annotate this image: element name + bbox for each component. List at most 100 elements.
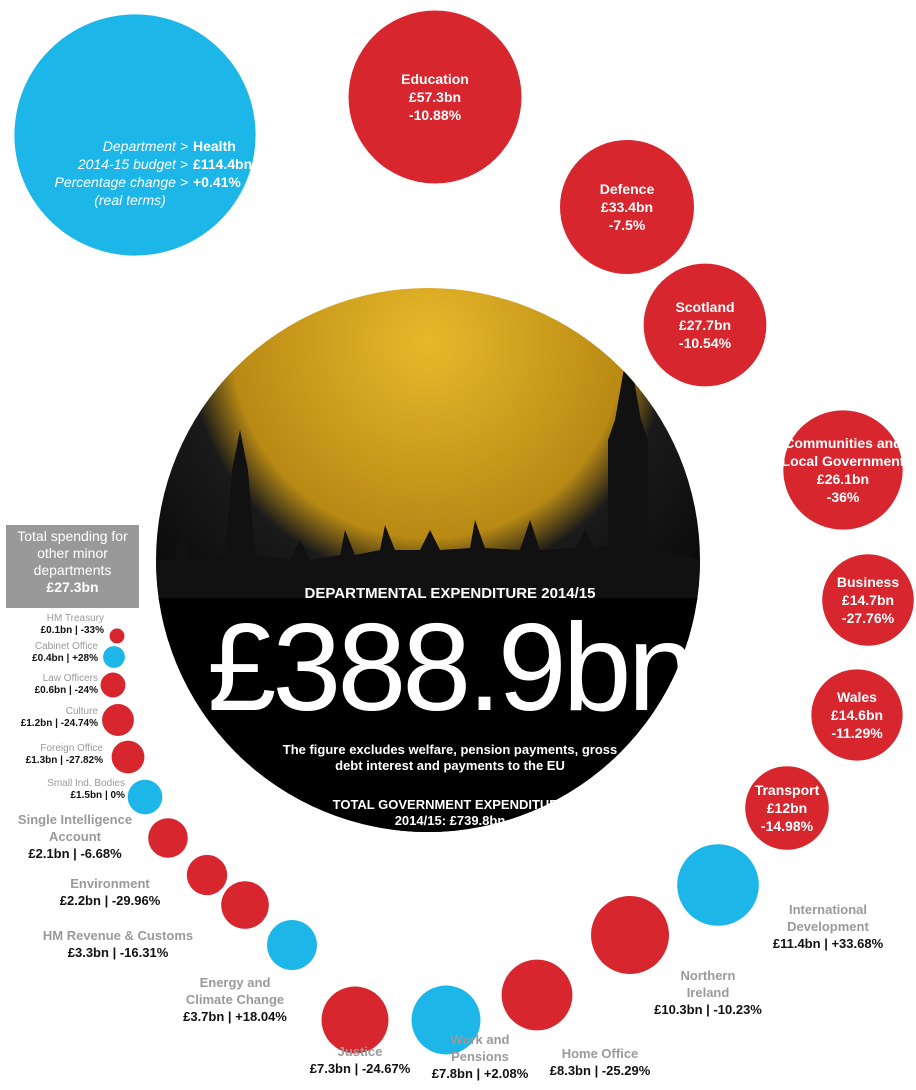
dept-budget: £1.2bn xyxy=(21,718,53,729)
dept-budget: £10.3bn xyxy=(654,1002,702,1017)
dept-name: Northern Ireland xyxy=(668,968,748,1002)
dept-values: £10.3bn | -10.23% xyxy=(558,1002,858,1019)
dept-change: -6.68% xyxy=(80,846,121,861)
dept-name: Scotland xyxy=(645,298,765,316)
dept-budget: £1.3bn xyxy=(26,755,58,766)
dept-values: £0.6bn | -24% xyxy=(0,685,98,697)
bubble xyxy=(128,780,163,815)
dept-change: -24.67% xyxy=(362,1061,410,1076)
dept-values: £11.4bn | +33.68% xyxy=(678,936,916,953)
dept-label: Culture£1.2bn | -24.74% xyxy=(0,706,98,730)
separator: | xyxy=(105,790,108,801)
dept-values: £3.7bn | +18.04% xyxy=(85,1009,385,1026)
dept-values: £0.4bn | +28% xyxy=(0,653,98,665)
separator: | xyxy=(55,718,58,729)
bubble-label: Communities and Local Government£26.1bn-… xyxy=(770,434,916,507)
dept-name: Wales xyxy=(812,688,902,706)
dept-budget: £26.1bn xyxy=(770,470,916,488)
dept-budget: £14.7bn xyxy=(823,591,913,609)
dept-name: Communities and Local Government xyxy=(770,434,916,470)
separator: | xyxy=(60,755,63,766)
dept-change: -14.98% xyxy=(747,817,827,835)
dept-name: Transport xyxy=(747,781,827,799)
dept-label: HM Treasury£0.1bn | -33% xyxy=(0,613,104,637)
dept-change: -27.82% xyxy=(66,755,103,766)
dept-values: £7.3bn | -24.67% xyxy=(210,1061,510,1078)
dept-name: Single Intelligence Account xyxy=(5,812,145,846)
dept-change: -27.76% xyxy=(823,609,913,627)
dept-change: -33% xyxy=(81,625,104,636)
bubble xyxy=(110,629,125,644)
key-budget: 2014-15 budget xyxy=(78,156,176,172)
bubble-label: Defence£33.4bn-7.5% xyxy=(567,180,687,235)
dept-label: Environment£2.2bn | -29.96% xyxy=(0,876,260,910)
dept-name: Energy and Climate Change xyxy=(175,975,295,1009)
dept-budget: £12bn xyxy=(747,799,827,817)
dept-label: HM Revenue & Customs£3.3bn | -16.31% xyxy=(0,928,268,962)
dept-values: £2.2bn | -29.96% xyxy=(0,893,260,910)
bubble xyxy=(103,646,125,668)
bubble xyxy=(591,896,669,974)
dept-budget: £1.5bn xyxy=(70,790,102,801)
bubble xyxy=(112,741,145,774)
dept-label: Law Officers£0.6bn | -24% xyxy=(0,673,98,697)
minor-label: Total spending for other minor departmen… xyxy=(6,528,139,579)
dept-name: Defence xyxy=(567,180,687,198)
dept-name: International Development xyxy=(768,902,888,936)
separator: | xyxy=(69,685,72,696)
dept-budget: £2.1bn xyxy=(28,846,69,861)
dept-name: Environment xyxy=(35,876,185,893)
dept-name: Health xyxy=(193,137,236,155)
dept-budget: £3.7bn xyxy=(183,1009,224,1024)
dept-budget: £0.1bn xyxy=(41,625,73,636)
dept-change: +33.68% xyxy=(831,936,883,951)
key-department: Department xyxy=(103,138,176,154)
footer: TOTAL GOVERNMENT EXPENDITURE 2014/15: £7… xyxy=(330,797,570,829)
dept-budget: £0.6bn xyxy=(35,685,67,696)
bubble-label: Transport£12bn-14.98% xyxy=(747,781,827,836)
separator: | xyxy=(706,1002,710,1017)
separator: | xyxy=(105,893,109,908)
key-arrow: > xyxy=(180,138,188,154)
dept-change: -11.29% xyxy=(812,724,902,742)
dept-label: Single Intelligence Account£2.1bn | -6.6… xyxy=(0,812,225,863)
infographic: Department > 2014-15 budget > Percentage… xyxy=(0,0,916,1090)
dept-name: Small Ind. Bodies xyxy=(0,778,125,790)
minor-box: Total spending for other minor departmen… xyxy=(6,525,139,608)
separator: | xyxy=(355,1061,359,1076)
bubble-label: Wales£14.6bn-11.29% xyxy=(812,688,902,743)
dept-label: Cabinet Office£0.4bn | +28% xyxy=(0,641,98,665)
total: £388.9bn xyxy=(180,598,720,738)
dept-change: -10.88% xyxy=(360,106,510,124)
key-arrow: > xyxy=(180,174,188,190)
dept-name: HM Revenue & Customs xyxy=(0,928,243,945)
dept-values: £2.1bn | -6.68% xyxy=(0,846,225,863)
separator: | xyxy=(113,945,117,960)
dept-change: +28% xyxy=(72,653,98,664)
key-arrow: > xyxy=(180,156,188,172)
dept-values: £1.3bn | -27.82% xyxy=(0,755,103,767)
dept-name: Education xyxy=(360,70,510,88)
dept-change: -10.54% xyxy=(645,334,765,352)
separator: | xyxy=(73,846,77,861)
dept-name: Cabinet Office xyxy=(0,641,98,653)
dept-budget: £11.4bn xyxy=(773,936,821,951)
separator: | xyxy=(67,653,70,664)
dept-label: Justice£7.3bn | -24.67% xyxy=(210,1044,510,1078)
bubble-label: Business£14.7bn-27.76% xyxy=(823,573,913,628)
dept-change: -16.31% xyxy=(120,945,168,960)
dept-budget: £14.6bn xyxy=(812,706,902,724)
dept-change: -24% xyxy=(75,685,98,696)
dept-budget: £7.3bn xyxy=(310,1061,351,1076)
dept-budget: £27.7bn xyxy=(645,316,765,334)
bubble-label: Education£57.3bn-10.88% xyxy=(360,70,510,125)
key-change: Percentage change xyxy=(54,174,175,190)
dept-name: Business xyxy=(823,573,913,591)
key-real: (real terms) xyxy=(60,191,200,209)
bubble xyxy=(267,920,317,970)
dept-budget: £33.4bn xyxy=(567,198,687,216)
dept-change: -24.74% xyxy=(61,718,98,729)
dept-change: -36% xyxy=(770,488,916,506)
separator: | xyxy=(75,625,78,636)
dept-label: Northern Ireland£10.3bn | -10.23% xyxy=(558,968,858,1019)
